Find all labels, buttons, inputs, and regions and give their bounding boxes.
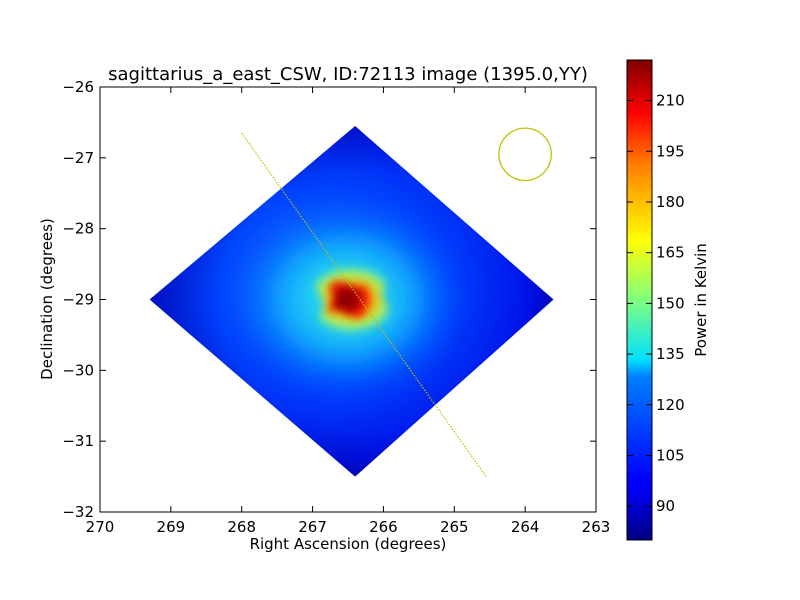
x-tick-label: 269 <box>157 518 186 536</box>
x-tick-label: 267 <box>298 518 327 536</box>
colorbar-tick-label: 90 <box>656 497 675 515</box>
scan-line <box>241 132 487 477</box>
y-tick-label: −26 <box>62 78 94 96</box>
colorbar-label: Power in Kelvin <box>692 243 710 357</box>
x-tick-label: 270 <box>86 518 115 536</box>
beam-circle <box>498 127 552 182</box>
colorbar-ticks: 90 105 120 135 150 165 180 195 210 <box>627 92 685 515</box>
y-axis-label: Declination (degrees) <box>38 218 56 380</box>
y-tick-label: −27 <box>62 149 94 167</box>
x-tick-label: 265 <box>440 518 469 536</box>
plot-area: 270 269 268 267 266 265 264 263 −26 −27 −28 −29 −30… <box>38 64 610 553</box>
x-tick-label: 268 <box>227 518 256 536</box>
colorbar-tick-label: 135 <box>656 345 685 363</box>
colorbar-tick-label: 210 <box>656 92 685 110</box>
y-tick-label: −29 <box>62 291 94 309</box>
x-tick-label: 264 <box>511 518 540 536</box>
colorbar-tick-label: 150 <box>656 294 685 312</box>
x-axis-label: Right Ascension (degrees) <box>250 535 447 553</box>
chart-title: sagittarius_a_east_CSW, ID:72113 image (… <box>108 64 588 85</box>
colorbar-tick-label: 165 <box>656 244 685 262</box>
colorbar-tick-label: 120 <box>656 396 685 414</box>
y-tick-label: −30 <box>62 361 94 379</box>
x-axis-ticks: 270 269 268 267 266 265 264 263 <box>86 87 611 536</box>
x-tick-label: 266 <box>369 518 398 536</box>
colorbar: 90 105 120 135 150 165 180 195 210 Power in Kelv… <box>626 59 710 541</box>
y-tick-label: −32 <box>62 503 94 521</box>
y-tick-label: −28 <box>62 220 94 238</box>
heatmap-peak <box>322 275 372 324</box>
y-tick-label: −31 <box>62 432 94 450</box>
colorbar-tick-label: 195 <box>656 142 685 160</box>
heatmap <box>149 126 554 477</box>
colorbar-fill <box>627 60 652 540</box>
y-axis-ticks: −26 −27 −28 −29 −30 −31 −32 <box>62 78 596 521</box>
x-tick-label: 263 <box>582 518 611 536</box>
colorbar-tick-label: 180 <box>656 193 685 211</box>
colorbar-tick-label: 105 <box>656 446 685 464</box>
colorbar-frame <box>626 59 653 541</box>
